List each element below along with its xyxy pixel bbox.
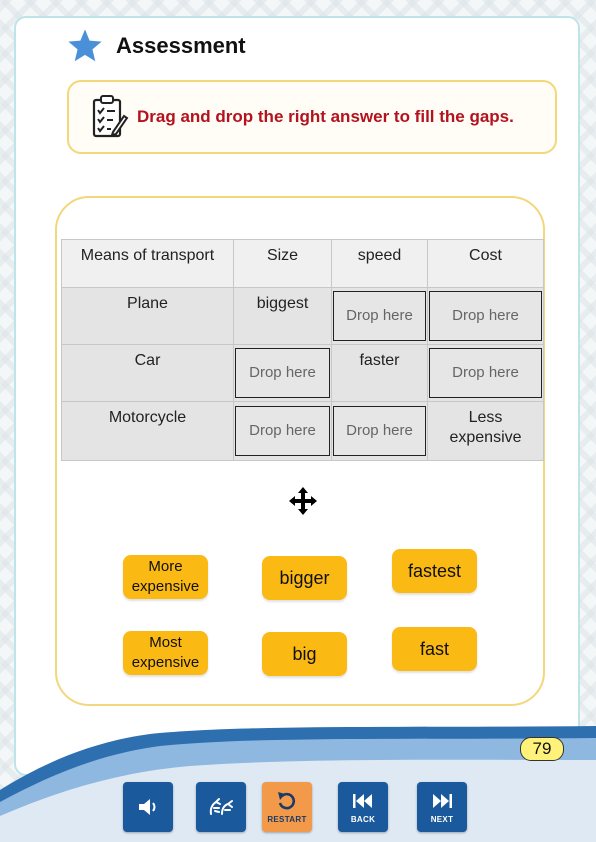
- choice-bigger[interactable]: bigger: [262, 556, 347, 600]
- cell-motorcycle-speed: Drop here: [331, 401, 428, 461]
- table-row: Car Drop here faster Drop here: [61, 344, 544, 402]
- cell-plane-cost: Drop here: [427, 287, 544, 345]
- cell-motorcycle-size: Drop here: [233, 401, 332, 461]
- header-cost: Cost: [427, 239, 544, 288]
- choice-most-expensive[interactable]: Most expensive: [123, 631, 208, 675]
- header-means-of-transport: Means of transport: [61, 239, 234, 288]
- move-icon[interactable]: [288, 486, 318, 516]
- table-row: Motorcycle Drop here Drop here Less expe…: [61, 401, 544, 461]
- clipboard-checklist-icon: [92, 95, 129, 138]
- rewind-icon: [353, 794, 372, 808]
- next-button[interactable]: NEXT: [417, 782, 467, 832]
- drop-zone-motorcycle-speed[interactable]: Drop here: [333, 406, 426, 456]
- fast-forward-icon: [433, 794, 452, 808]
- cell-car-size: Drop here: [233, 344, 332, 402]
- instruction-box: Drag and drop the right answer to fill t…: [67, 80, 557, 154]
- cell-car-speed: faster: [331, 344, 428, 402]
- sign-language-icon: [209, 798, 233, 815]
- speaker-icon: [139, 799, 156, 815]
- drop-zone-car-cost[interactable]: Drop here: [429, 348, 542, 398]
- header-size: Size: [233, 239, 332, 288]
- transport-table: Means of transport Size speed Cost Plane…: [61, 239, 544, 461]
- table-header-row: Means of transport Size speed Cost: [61, 239, 544, 288]
- drop-zone-car-size[interactable]: Drop here: [235, 348, 330, 398]
- drop-zone-motorcycle-size[interactable]: Drop here: [235, 406, 330, 456]
- choice-more-expensive-line2: expensive: [131, 578, 200, 595]
- choice-most-expensive-line1: Most: [149, 634, 182, 651]
- instruction-text: Drag and drop the right answer to fill t…: [137, 107, 514, 126]
- cell-motorcycle-cost: Less expensive: [427, 401, 544, 461]
- choice-most-expensive-line2: expensive: [131, 654, 200, 671]
- star-icon: [68, 29, 102, 62]
- cell-plane-size: biggest: [233, 287, 332, 345]
- choice-more-expensive-line1: More: [148, 558, 183, 575]
- cell-plane-speed: Drop here: [331, 287, 428, 345]
- audio-button[interactable]: [123, 782, 173, 832]
- table-row: Plane biggest Drop here Drop here: [61, 287, 544, 345]
- page-title: Assessment: [116, 33, 246, 58]
- restart-icon: [278, 792, 295, 810]
- drop-zone-plane-cost[interactable]: Drop here: [429, 291, 542, 341]
- cost-line-1: Less: [468, 409, 503, 426]
- restart-button[interactable]: RESTART: [262, 782, 312, 832]
- back-label: BACK: [350, 815, 376, 824]
- header-speed: speed: [331, 239, 428, 288]
- cost-line-2: expensive: [449, 429, 522, 446]
- choice-more-expensive[interactable]: More expensive: [123, 555, 208, 599]
- cell-motorcycle: Motorcycle: [61, 401, 234, 461]
- sign-language-button[interactable]: [196, 782, 246, 832]
- cell-car: Car: [61, 344, 234, 402]
- cell-car-cost: Drop here: [427, 344, 544, 402]
- cell-plane: Plane: [61, 287, 234, 345]
- restart-label: RESTART: [267, 815, 307, 824]
- header: Assessment: [66, 26, 246, 66]
- drop-zone-plane-speed[interactable]: Drop here: [333, 291, 426, 341]
- choice-fast[interactable]: fast: [392, 627, 477, 671]
- choice-big[interactable]: big: [262, 632, 347, 676]
- back-button[interactable]: BACK: [338, 782, 388, 832]
- next-label: NEXT: [430, 815, 454, 824]
- choice-fastest[interactable]: fastest: [392, 549, 477, 593]
- page-number: 79: [520, 737, 564, 761]
